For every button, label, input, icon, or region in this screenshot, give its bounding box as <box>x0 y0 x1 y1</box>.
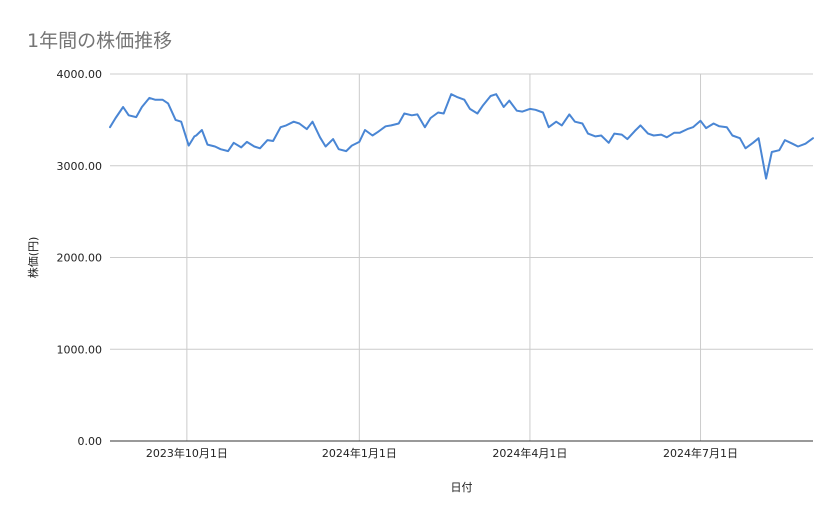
series-line <box>109 93 814 180</box>
x-tick-label: 2024年7月1日 <box>663 446 738 460</box>
gridlines <box>110 73 813 441</box>
x-tick-label: 2024年1月1日 <box>322 446 397 460</box>
y-axis-title: 株価(円) <box>26 237 40 279</box>
y-tick-label: 4000.00 <box>57 68 103 81</box>
x-axis-ticks: 2023年10月1日 2024年1月1日 2024年4月1日 2024年7月1日 <box>146 446 738 460</box>
chart-title: 1年間の株価推移 <box>27 30 173 52</box>
y-tick-label: 2000.00 <box>57 252 103 265</box>
series-group <box>109 93 814 180</box>
y-tick-label: 0.00 <box>78 435 103 448</box>
y-tick-label: 1000.00 <box>57 343 103 356</box>
x-tick-label: 2023年10月1日 <box>146 446 228 460</box>
x-tick-label: 2024年4月1日 <box>492 446 567 460</box>
y-tick-label: 3000.00 <box>57 160 103 173</box>
x-axis-title: 日付 <box>451 481 473 494</box>
y-axis-ticks: 0.00 1000.00 2000.00 3000.00 4000.00 <box>57 68 103 448</box>
